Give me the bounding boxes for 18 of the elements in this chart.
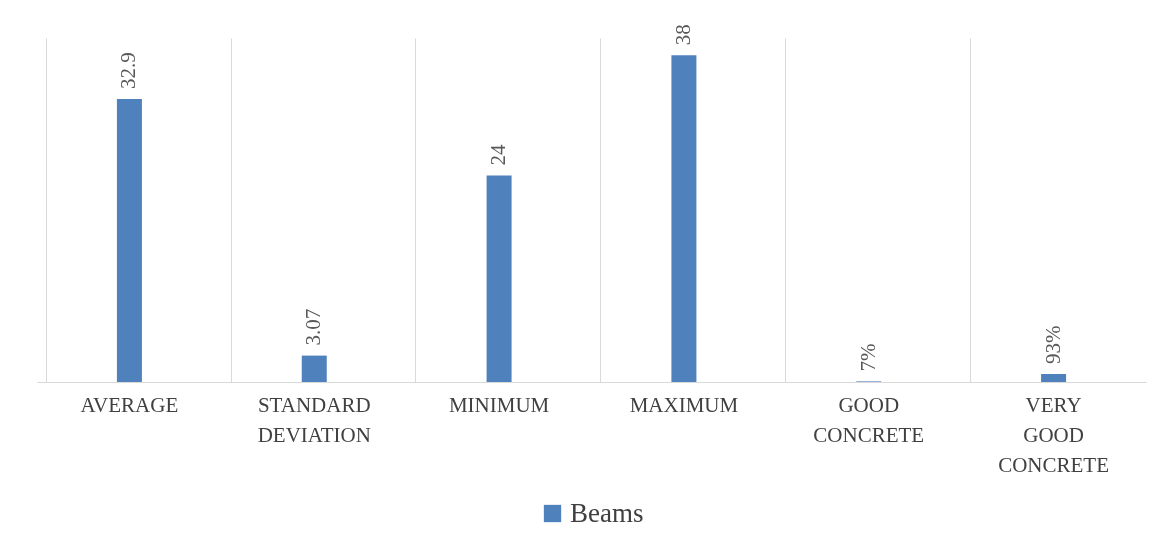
x-tick-label: MAXIMUM: [629, 392, 739, 417]
x-tick-label: STANDARD DEVIATION: [257, 392, 371, 447]
x-tick-label: GOOD CONCRETE: [813, 392, 925, 447]
bar: [671, 55, 697, 382]
bar: [116, 99, 142, 382]
data-label: 24: [486, 144, 511, 166]
legend-label: Beams: [570, 497, 644, 528]
x-tick-label: MINIMUM: [448, 392, 550, 417]
bar: [301, 355, 327, 382]
bar: [1041, 374, 1067, 382]
bar: [486, 175, 512, 382]
data-label: 3.07: [301, 308, 326, 346]
x-tick-label: AVERAGE: [80, 392, 179, 417]
data-label: 7%: [855, 343, 880, 372]
data-label: 93%: [1040, 325, 1065, 364]
data-label: 32.9: [116, 52, 141, 90]
data-label: 38: [670, 24, 695, 46]
x-tick-label: VERY GOOD CONCRETE: [998, 392, 1110, 477]
